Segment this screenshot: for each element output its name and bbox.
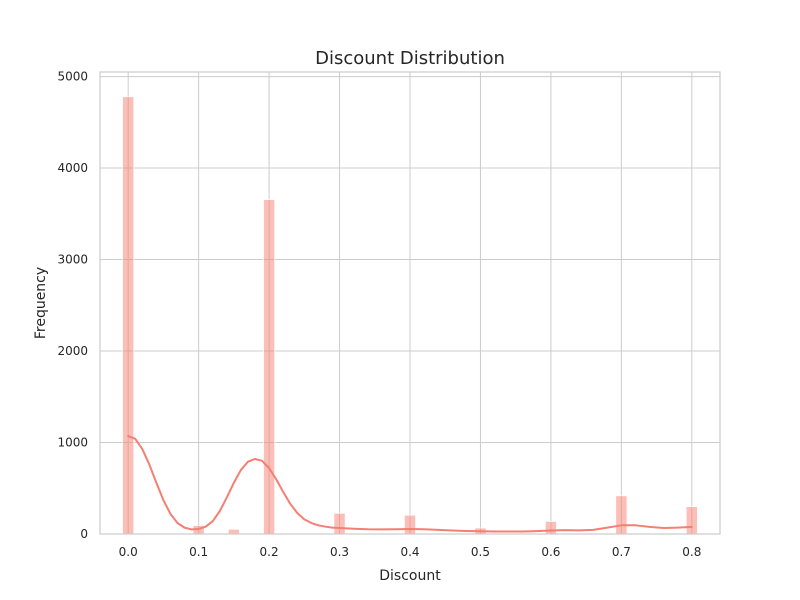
y-tick-label: 2000 xyxy=(57,344,88,358)
x-tick-label: 0.7 xyxy=(612,545,631,559)
histogram-bar xyxy=(615,495,628,535)
x-axis-label: Discount xyxy=(379,568,441,584)
histogram-bar xyxy=(685,506,698,535)
axes-border xyxy=(99,71,721,535)
kde-line xyxy=(127,435,693,533)
y-tick-label: 3000 xyxy=(57,253,88,267)
x-tick-label: 0.4 xyxy=(400,545,419,559)
x-tick-label: 0.0 xyxy=(119,545,138,559)
y-tick-label: 1000 xyxy=(57,436,88,450)
histogram-bar xyxy=(263,199,276,535)
y-tick-label: 0 xyxy=(80,527,88,541)
x-tick-label: 0.5 xyxy=(471,545,490,559)
histogram-bar xyxy=(122,96,135,535)
x-tick-label: 0.3 xyxy=(330,545,349,559)
chart-title: Discount Distribution xyxy=(315,48,505,69)
y-axis-label: Frequency xyxy=(33,267,49,339)
histogram-bar xyxy=(333,512,346,535)
y-tick-label: 4000 xyxy=(57,161,88,175)
plot-frame xyxy=(99,71,721,535)
y-tick-labels: 0 1000 2000 3000 4000 5000 xyxy=(57,70,88,541)
grid-lines xyxy=(100,72,720,535)
histogram-bar xyxy=(403,514,417,535)
x-tick-label: 0.8 xyxy=(682,545,701,559)
kde-curve-layer xyxy=(127,435,693,533)
histogram-bar xyxy=(227,528,240,535)
x-tick-label: 0.6 xyxy=(541,545,560,559)
histogram-bar xyxy=(544,520,557,535)
x-tick-labels: 0.0 0.1 0.2 0.3 0.4 0.5 0.6 0.7 0.8 xyxy=(119,545,702,559)
y-tick-label: 5000 xyxy=(57,70,88,84)
x-tick-label: 0.2 xyxy=(260,545,279,559)
x-tick-label: 0.1 xyxy=(189,545,208,559)
